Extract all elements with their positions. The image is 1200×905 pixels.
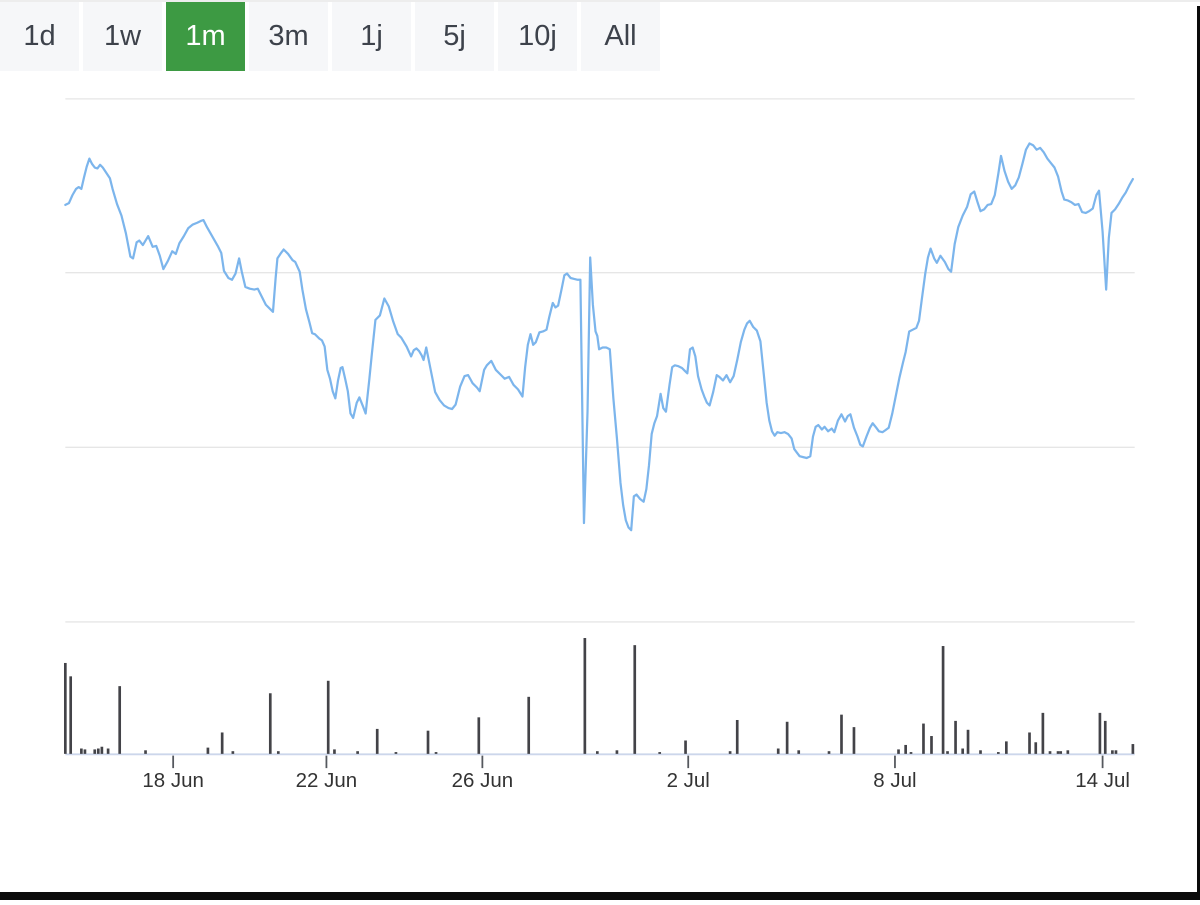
volume-bar xyxy=(1056,751,1060,754)
volume-bar xyxy=(268,693,272,754)
volume-bar xyxy=(946,751,949,754)
volume-bar xyxy=(1059,751,1063,754)
volume-bar xyxy=(96,748,100,754)
volume-bar xyxy=(996,752,1000,754)
volume-bar xyxy=(1114,750,1118,754)
volume-bar xyxy=(1041,712,1045,754)
volume-bar xyxy=(93,749,97,754)
volume-bar xyxy=(394,752,398,754)
volume-bar xyxy=(827,751,831,754)
volume-bar xyxy=(326,680,330,754)
range-button-1w[interactable]: 1w xyxy=(83,2,162,71)
x-axis-label: 2 Jul xyxy=(667,769,710,792)
window-edge-right xyxy=(1197,6,1200,900)
volume-bar xyxy=(897,749,900,754)
range-button-1j[interactable]: 1j xyxy=(332,2,411,71)
volume-bar xyxy=(1111,750,1114,754)
volume-bar xyxy=(904,744,907,754)
x-axis-label: 22 Jun xyxy=(296,769,358,792)
x-axis-label: 26 Jun xyxy=(452,769,514,792)
range-button-1m[interactable]: 1m xyxy=(166,2,245,71)
volume-bar xyxy=(941,646,945,754)
volume-bar xyxy=(144,750,147,754)
volume-bar xyxy=(909,752,913,754)
x-axis-label: 8 Jul xyxy=(873,769,916,792)
volume-bar xyxy=(80,748,83,754)
volume-bar xyxy=(477,717,481,754)
x-axis-label: 18 Jun xyxy=(142,769,204,792)
volume-bar xyxy=(1103,720,1107,754)
range-button-10j[interactable]: 10j xyxy=(498,2,577,71)
range-button-1d[interactable]: 1d xyxy=(0,2,79,71)
volume-bar xyxy=(930,736,933,754)
volume-bar xyxy=(118,686,122,754)
volume-bar xyxy=(63,662,67,754)
volume-bar xyxy=(776,748,780,754)
stock-chart-area[interactable]: 18 Jun 22 Jun 26 Jun 2 Jul 8 Jul 14 Jul xyxy=(0,98,1200,900)
volume-bar xyxy=(1005,741,1008,754)
volume-bar xyxy=(979,750,982,754)
volume-bar xyxy=(333,749,336,754)
x-axis-label: 14 Jul xyxy=(1075,769,1130,792)
volume-bar xyxy=(231,751,235,754)
volume-bar xyxy=(633,645,637,754)
volume-bar xyxy=(954,720,957,754)
volume-bar xyxy=(1034,742,1038,754)
volume-bar xyxy=(1066,750,1070,754)
volume-bar xyxy=(426,730,430,754)
volume-bar xyxy=(785,721,789,754)
volume-bar xyxy=(922,723,925,754)
volume-bar xyxy=(797,750,801,754)
volume-bar xyxy=(206,747,210,754)
volume-bar xyxy=(1048,751,1052,754)
volume-bar xyxy=(615,750,619,754)
volume-bar xyxy=(852,727,856,754)
volume-bar xyxy=(840,714,843,754)
volume-bar xyxy=(83,749,87,754)
volume-bar xyxy=(595,751,599,754)
volume-bar xyxy=(684,740,687,754)
volume-bar xyxy=(583,638,587,754)
volume-bar xyxy=(434,752,438,754)
volume-bar xyxy=(735,719,739,754)
range-button-all[interactable]: All xyxy=(581,2,660,71)
volume-bar xyxy=(100,746,104,754)
volume-bar xyxy=(1098,712,1102,754)
price-line xyxy=(64,142,1134,532)
volume-bar xyxy=(375,728,379,754)
volume-bar xyxy=(276,751,280,754)
volume-bar xyxy=(961,748,965,754)
volume-bar xyxy=(106,748,110,754)
volume-bar xyxy=(728,751,732,754)
time-range-toolbar: 1d 1w 1m 3m 1j 5j 10j All xyxy=(0,2,660,71)
range-button-3m[interactable]: 3m xyxy=(249,2,328,71)
volume-bar xyxy=(966,729,970,754)
volume-bar xyxy=(69,676,73,754)
range-button-5j[interactable]: 5j xyxy=(415,2,494,71)
volume-bar xyxy=(658,752,662,754)
window-top-strip xyxy=(0,0,1200,2)
volume-bar xyxy=(356,751,359,754)
volume-bar xyxy=(1028,732,1031,754)
volume-bar xyxy=(1131,744,1135,754)
volume-bar xyxy=(527,696,531,754)
stock-chart-canvas[interactable]: 18 Jun 22 Jun 26 Jun 2 Jul 8 Jul 14 Jul xyxy=(0,98,1200,900)
volume-bar xyxy=(220,732,224,754)
window-edge-bottom xyxy=(0,892,1200,900)
